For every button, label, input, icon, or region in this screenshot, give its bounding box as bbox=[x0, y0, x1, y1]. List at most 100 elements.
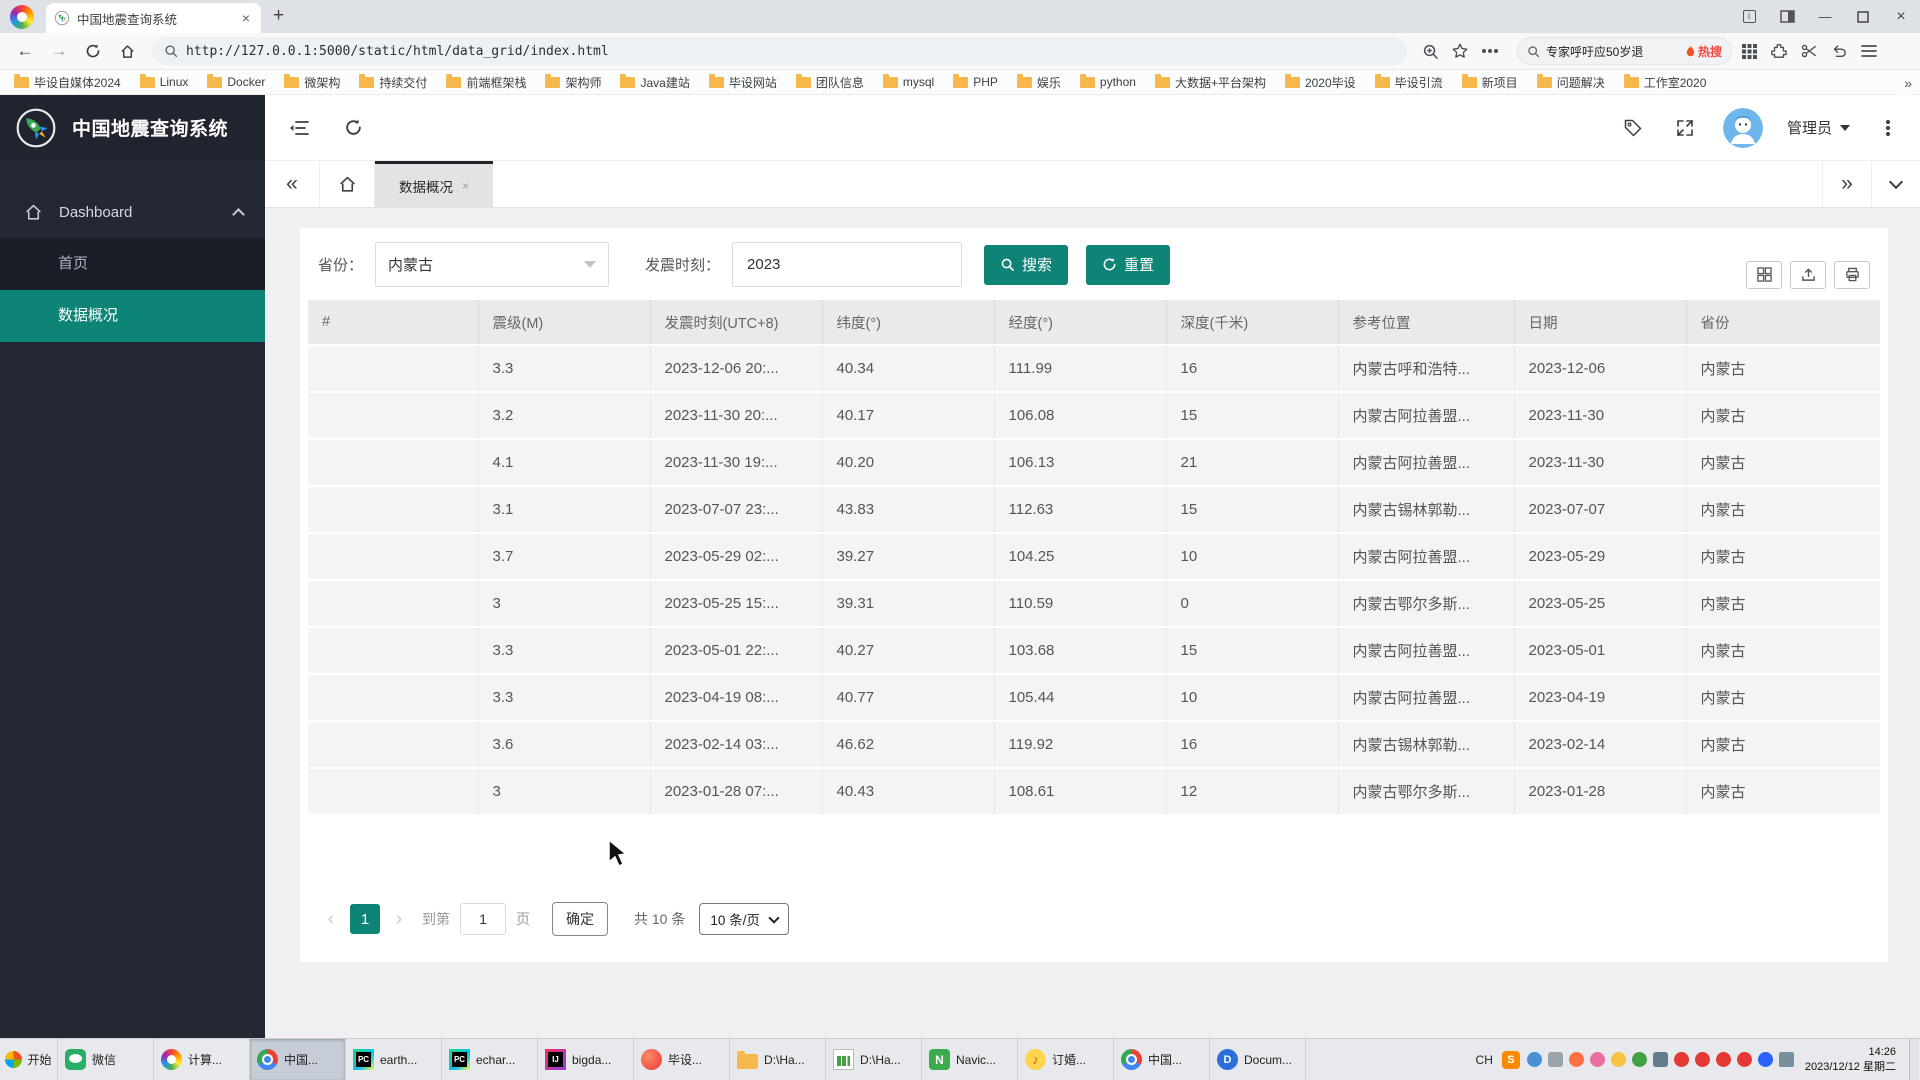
minimize-button[interactable]: — bbox=[1818, 9, 1832, 24]
province-select[interactable]: 内蒙古 bbox=[375, 242, 610, 287]
bookmark-item[interactable]: 新项目 bbox=[1461, 73, 1518, 91]
bookmark-item[interactable]: Java建站 bbox=[620, 73, 690, 91]
back-icon[interactable]: ← bbox=[16, 41, 34, 60]
header-kebab-icon[interactable] bbox=[1874, 114, 1902, 142]
tray-icon-shield[interactable] bbox=[1757, 1052, 1773, 1067]
taskbar-app[interactable]: earth... bbox=[346, 1039, 442, 1080]
taskbar-app[interactable]: bigda... bbox=[538, 1039, 634, 1080]
bookmark-item[interactable]: 大数据+平台架构 bbox=[1154, 73, 1266, 91]
goto-page-input[interactable] bbox=[460, 903, 506, 935]
bookmark-item[interactable]: 微架构 bbox=[284, 73, 340, 91]
extensions-icon[interactable] bbox=[1766, 38, 1792, 64]
bookmark-item[interactable]: PHP bbox=[953, 73, 998, 89]
export-button[interactable] bbox=[1790, 260, 1826, 289]
maximize-button[interactable] bbox=[1844, 0, 1882, 33]
taskbar-app[interactable]: 订婚... bbox=[1018, 1039, 1114, 1080]
zoom-in-icon[interactable] bbox=[1417, 38, 1443, 64]
table-row[interactable]: 3 2023-05-25 15:... 39.31 110.59 0 内蒙古鄂尔… bbox=[308, 580, 1880, 628]
forward-icon[interactable]: → bbox=[50, 41, 68, 60]
tray-icon-browser[interactable] bbox=[1568, 1052, 1584, 1067]
table-row[interactable]: 3.6 2023-02-14 03:... 46.62 119.92 16 内蒙… bbox=[308, 721, 1880, 769]
toolbar-more-icon[interactable] bbox=[1477, 38, 1503, 64]
show-desktop-button[interactable] bbox=[1909, 1038, 1918, 1080]
taskbar-app[interactable]: 中国... bbox=[250, 1039, 346, 1080]
input-language-indicator[interactable]: CH bbox=[1475, 1052, 1493, 1067]
table-row[interactable]: 4.1 2023-11-30 19:... 40.20 106.13 21 内蒙… bbox=[308, 439, 1880, 487]
tray-icon-qq-3[interactable] bbox=[1715, 1052, 1731, 1067]
reader-mode-icon[interactable]: i bbox=[1730, 0, 1768, 33]
bookmark-item[interactable]: 团队信息 bbox=[795, 73, 864, 91]
clock[interactable]: 14:26 2023/12/12 星期二 bbox=[1805, 1045, 1896, 1075]
refresh-icon[interactable] bbox=[339, 114, 367, 142]
collapse-tabs-icon[interactable]: « bbox=[265, 161, 320, 207]
bookmark-item[interactable]: 毕设引流 bbox=[1374, 73, 1443, 91]
tray-icon-qq-2[interactable] bbox=[1694, 1052, 1710, 1067]
bookmark-item[interactable]: 娱乐 bbox=[1016, 73, 1061, 91]
fullscreen-icon[interactable] bbox=[1671, 114, 1699, 142]
tray-icon-music[interactable] bbox=[1589, 1052, 1605, 1067]
tray-icon-update[interactable] bbox=[1610, 1052, 1626, 1067]
tab-menu-chevron-icon[interactable] bbox=[1871, 161, 1920, 207]
search-button[interactable]: 搜索 bbox=[984, 244, 1069, 285]
print-button[interactable] bbox=[1834, 260, 1870, 289]
taskbar-app[interactable]: D:\Ha... bbox=[826, 1039, 922, 1080]
tray-icon-cloud[interactable] bbox=[1526, 1052, 1542, 1067]
taskbar-app[interactable]: 计算... bbox=[154, 1039, 250, 1080]
page-size-select[interactable]: 10 条/页 bbox=[699, 903, 789, 935]
tab-close-icon[interactable]: × bbox=[241, 10, 250, 26]
undo-icon[interactable] bbox=[1826, 38, 1852, 64]
table-row[interactable]: 3.3 2023-04-19 08:... 40.77 105.44 10 内蒙… bbox=[308, 674, 1880, 722]
sidebar-item-home[interactable]: 首页 bbox=[0, 238, 265, 290]
bookmark-item[interactable]: mysql bbox=[882, 73, 934, 89]
reset-button[interactable]: 重置 bbox=[1086, 244, 1171, 285]
bookmark-item[interactable]: 2020毕设 bbox=[1284, 73, 1356, 91]
table-row[interactable]: 3 2023-01-28 07:... 40.43 108.61 12 内蒙古鄂… bbox=[308, 768, 1880, 816]
bookmark-item[interactable]: python bbox=[1079, 73, 1136, 89]
tab-home-icon[interactable] bbox=[320, 161, 375, 207]
taskbar-app[interactable]: D:\Ha... bbox=[730, 1039, 826, 1080]
bookmark-item[interactable]: 毕设自媒体2024 bbox=[14, 73, 121, 91]
close-button[interactable]: × bbox=[1896, 7, 1906, 25]
hot-search-box[interactable]: 专家呼吁应50岁退 热搜 bbox=[1517, 37, 1732, 65]
confirm-button[interactable]: 确定 bbox=[552, 902, 608, 936]
bookmark-item[interactable]: 工作室2020 bbox=[1623, 73, 1706, 91]
tray-icon-antivirus[interactable] bbox=[1631, 1052, 1647, 1067]
home-icon[interactable] bbox=[112, 36, 142, 66]
scissors-icon[interactable] bbox=[1796, 38, 1822, 64]
sogou-input-icon[interactable]: S bbox=[1501, 1050, 1520, 1069]
bookmark-item[interactable]: 毕设网站 bbox=[708, 73, 777, 91]
scroll-tabs-right-icon[interactable]: » bbox=[1822, 161, 1871, 207]
browser-tab[interactable]: 中国地震查询系统 × bbox=[46, 3, 261, 33]
page-tab-active[interactable]: 数据概况 × bbox=[375, 161, 493, 207]
bookmarks-overflow-icon[interactable]: » bbox=[1896, 70, 1912, 95]
avatar[interactable] bbox=[1722, 107, 1763, 148]
sidebar-item-data-overview[interactable]: 数据概况 bbox=[0, 290, 265, 342]
taskbar-app[interactable]: Docum... bbox=[1210, 1039, 1306, 1080]
apps-grid-icon[interactable] bbox=[1736, 38, 1762, 64]
tray-icon-qq-1[interactable] bbox=[1673, 1052, 1689, 1067]
bookmark-item[interactable]: Linux bbox=[139, 73, 188, 89]
prev-page-icon[interactable]: ‹ bbox=[327, 907, 335, 930]
taskbar-app[interactable]: 中国... bbox=[1114, 1039, 1210, 1080]
sidebar-toggle-icon[interactable] bbox=[285, 114, 313, 142]
bookmark-item[interactable]: 架构师 bbox=[545, 73, 601, 91]
next-page-icon[interactable]: › bbox=[395, 907, 403, 930]
menu-icon[interactable] bbox=[1856, 38, 1882, 64]
tray-icon-keyboard[interactable] bbox=[1778, 1052, 1794, 1067]
sidebar-group-dashboard[interactable]: Dashboard bbox=[0, 186, 265, 238]
table-row[interactable]: 3.3 2023-05-01 22:... 40.27 103.68 15 内蒙… bbox=[308, 627, 1880, 675]
page-number-active[interactable]: 1 bbox=[350, 904, 380, 934]
taskbar-app[interactable]: 毕设... bbox=[634, 1039, 730, 1080]
bookmark-item[interactable]: 持续交付 bbox=[359, 73, 427, 91]
tab-layout-icon[interactable] bbox=[1768, 0, 1806, 33]
tray-icon-vm[interactable] bbox=[1547, 1052, 1563, 1067]
time-input[interactable] bbox=[732, 242, 963, 287]
columns-button[interactable] bbox=[1746, 260, 1782, 289]
taskbar-app[interactable]: 微信 bbox=[58, 1039, 154, 1080]
table-row[interactable]: 3.3 2023-12-06 20:... 40.34 111.99 16 内蒙… bbox=[308, 345, 1880, 393]
page-tab-close-icon[interactable]: × bbox=[461, 178, 469, 193]
bookmark-item[interactable]: 问题解决 bbox=[1536, 73, 1605, 91]
bookmark-item[interactable]: 前端框架栈 bbox=[446, 73, 526, 91]
taskbar-app[interactable]: echar... bbox=[442, 1039, 538, 1080]
url-bar[interactable]: http://127.0.0.1:5000/static/html/data_g… bbox=[152, 37, 1407, 65]
